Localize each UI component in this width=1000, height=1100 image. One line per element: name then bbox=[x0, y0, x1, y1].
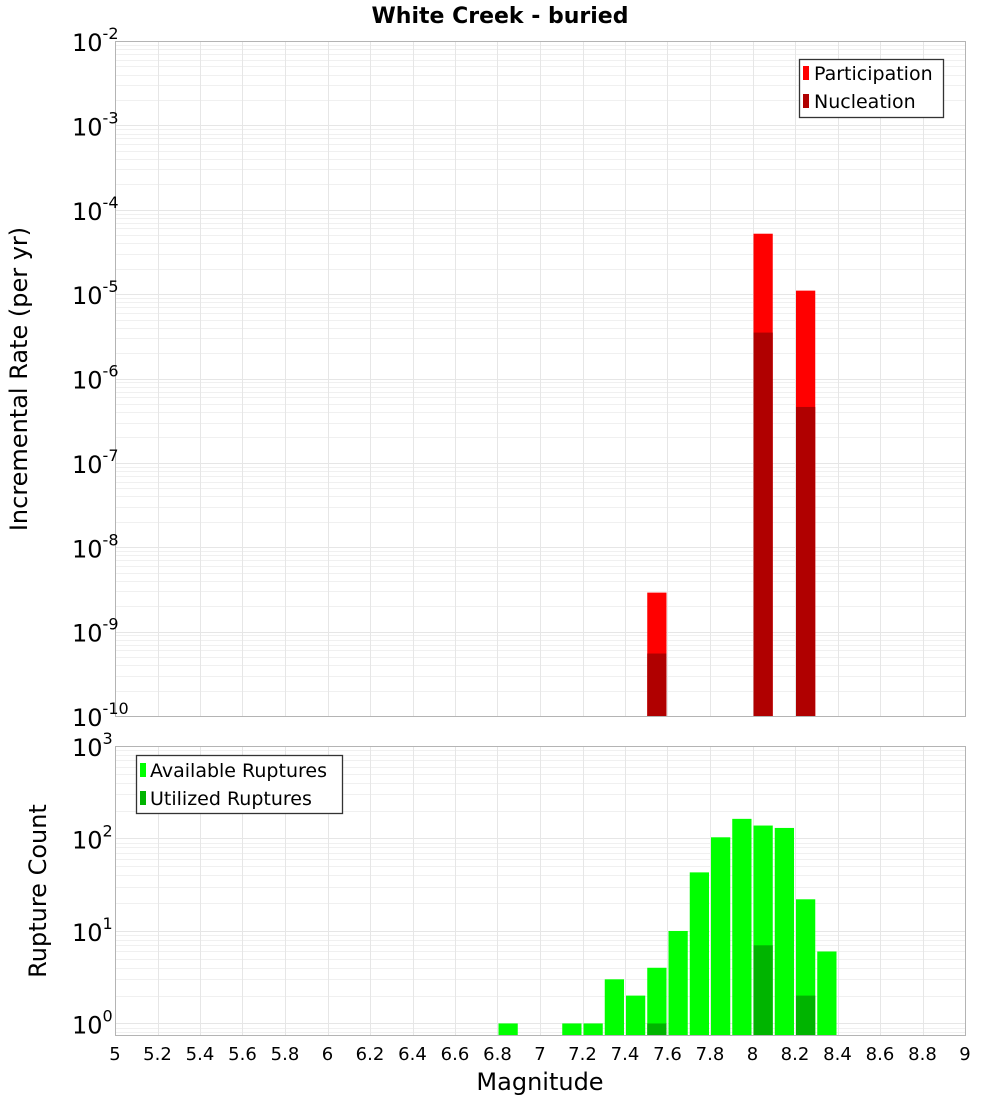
x-tick-label: 5.8 bbox=[271, 1044, 300, 1065]
rate-legend: Participation Nucleation bbox=[798, 58, 945, 119]
rate-y-tick-label: 10-7 bbox=[72, 446, 119, 479]
x-tick-label: 6.2 bbox=[356, 1044, 385, 1065]
x-tick-label: 6 bbox=[322, 1044, 333, 1065]
legend-swatch-utilized bbox=[140, 791, 146, 805]
bar-available-ruptures bbox=[689, 872, 709, 1035]
count-y-tick-label: 103 bbox=[72, 729, 113, 762]
count-y-ticks: 100 101 102 103 bbox=[72, 729, 113, 1039]
legend-swatch-participation bbox=[803, 66, 809, 80]
legend-swatch-nucleation bbox=[803, 94, 809, 108]
bar-available-ruptures bbox=[583, 1023, 603, 1035]
rate-y-tick-label: 10-8 bbox=[72, 530, 119, 563]
rate-y-tick-label: 10-4 bbox=[72, 193, 119, 226]
rate-plot-frame bbox=[115, 41, 966, 717]
bar-available-ruptures bbox=[604, 979, 624, 1035]
x-tick-label: 6.4 bbox=[398, 1044, 427, 1065]
count-legend: Available Ruptures Utilized Ruptures bbox=[135, 754, 344, 815]
x-tick-label: 7.4 bbox=[611, 1044, 640, 1065]
legend-label-available: Available Ruptures bbox=[150, 760, 327, 782]
bar-available-ruptures bbox=[774, 827, 794, 1035]
bar-available-ruptures bbox=[711, 837, 731, 1035]
rate-gridlines bbox=[115, 41, 965, 717]
bar-available-ruptures bbox=[732, 818, 752, 1035]
x-tick-label: 5.2 bbox=[143, 1044, 172, 1065]
bar-available-ruptures bbox=[626, 995, 646, 1035]
rate-panel: 10-10 10-9 10-8 10-7 10-6 10-5 10-4 10-3 10-2 In… bbox=[5, 24, 966, 732]
legend-label-participation: Participation bbox=[814, 63, 933, 85]
count-y-axis-label: Rupture Count bbox=[24, 804, 52, 978]
bar-available-ruptures bbox=[647, 967, 667, 1035]
x-tick-label: 5.6 bbox=[228, 1044, 257, 1065]
x-tick-label: 6.6 bbox=[441, 1044, 470, 1065]
chart-title: White Creek - buried bbox=[372, 4, 629, 29]
count-y-tick-label: 102 bbox=[72, 821, 113, 854]
count-plot-frame bbox=[115, 746, 966, 1036]
x-tick-label: 7.2 bbox=[568, 1044, 597, 1065]
x-tick-label: 8.8 bbox=[908, 1044, 937, 1065]
bar-available-ruptures bbox=[498, 1023, 518, 1035]
bar-utilized-ruptures bbox=[796, 995, 816, 1035]
bar-utilized-ruptures bbox=[753, 945, 773, 1035]
bar-available-ruptures bbox=[668, 930, 688, 1035]
x-tick-label: 8.4 bbox=[823, 1044, 852, 1065]
rate-y-tick-label: 10-6 bbox=[72, 362, 119, 395]
count-legend-box bbox=[135, 754, 344, 815]
rate-y-ticks: 10-10 10-9 10-8 10-7 10-6 10-5 10-4 10-3 10-2 bbox=[72, 24, 129, 732]
count-y-tick-label: 100 bbox=[72, 1006, 113, 1039]
count-panel: 100 101 102 103 5 5.2 5.4 5.6 5.8 6 6.2 6.4 6.6 6.8 7… bbox=[24, 729, 971, 1096]
rate-bars bbox=[647, 233, 816, 716]
bar-nucleation bbox=[753, 332, 773, 716]
rate-y-tick-label: 10-9 bbox=[72, 615, 119, 648]
legend-label-nucleation: Nucleation bbox=[814, 91, 916, 113]
count-x-ticks: 5 5.2 5.4 5.6 5.8 6 6.2 6.4 6.6 6.8 7 7.2 7.4 7.6 7.8 8… bbox=[109, 1044, 970, 1065]
rate-y-axis-label: Incremental Rate (per yr) bbox=[5, 227, 33, 531]
x-tick-label: 7.8 bbox=[696, 1044, 725, 1065]
x-tick-label: 8 bbox=[747, 1044, 758, 1065]
x-tick-label: 7.6 bbox=[653, 1044, 682, 1065]
rate-y-tick-label: 10-3 bbox=[72, 108, 119, 141]
count-bars bbox=[498, 818, 837, 1035]
rate-y-tick-label: 10-10 bbox=[72, 699, 129, 732]
bar-utilized-ruptures bbox=[647, 1023, 667, 1035]
rate-y-tick-label: 10-5 bbox=[72, 277, 119, 310]
rate-legend-box bbox=[798, 58, 945, 119]
x-tick-label: 5 bbox=[109, 1044, 120, 1065]
bar-nucleation bbox=[796, 406, 816, 716]
legend-label-utilized: Utilized Ruptures bbox=[150, 788, 312, 810]
count-y-tick-label: 101 bbox=[72, 914, 113, 947]
x-tick-label: 7 bbox=[534, 1044, 545, 1065]
x-tick-label: 9 bbox=[959, 1044, 970, 1065]
x-axis-label: Magnitude bbox=[476, 1068, 603, 1096]
legend-swatch-available bbox=[140, 763, 146, 777]
bar-available-ruptures bbox=[562, 1023, 582, 1035]
x-tick-label: 8.2 bbox=[781, 1044, 810, 1065]
bar-available-ruptures bbox=[817, 951, 837, 1035]
x-tick-label: 5.4 bbox=[186, 1044, 215, 1065]
bar-nucleation bbox=[647, 653, 667, 716]
rate-y-tick-label: 10-2 bbox=[72, 24, 119, 57]
x-tick-label: 6.8 bbox=[483, 1044, 512, 1065]
x-tick-label: 8.6 bbox=[866, 1044, 895, 1065]
